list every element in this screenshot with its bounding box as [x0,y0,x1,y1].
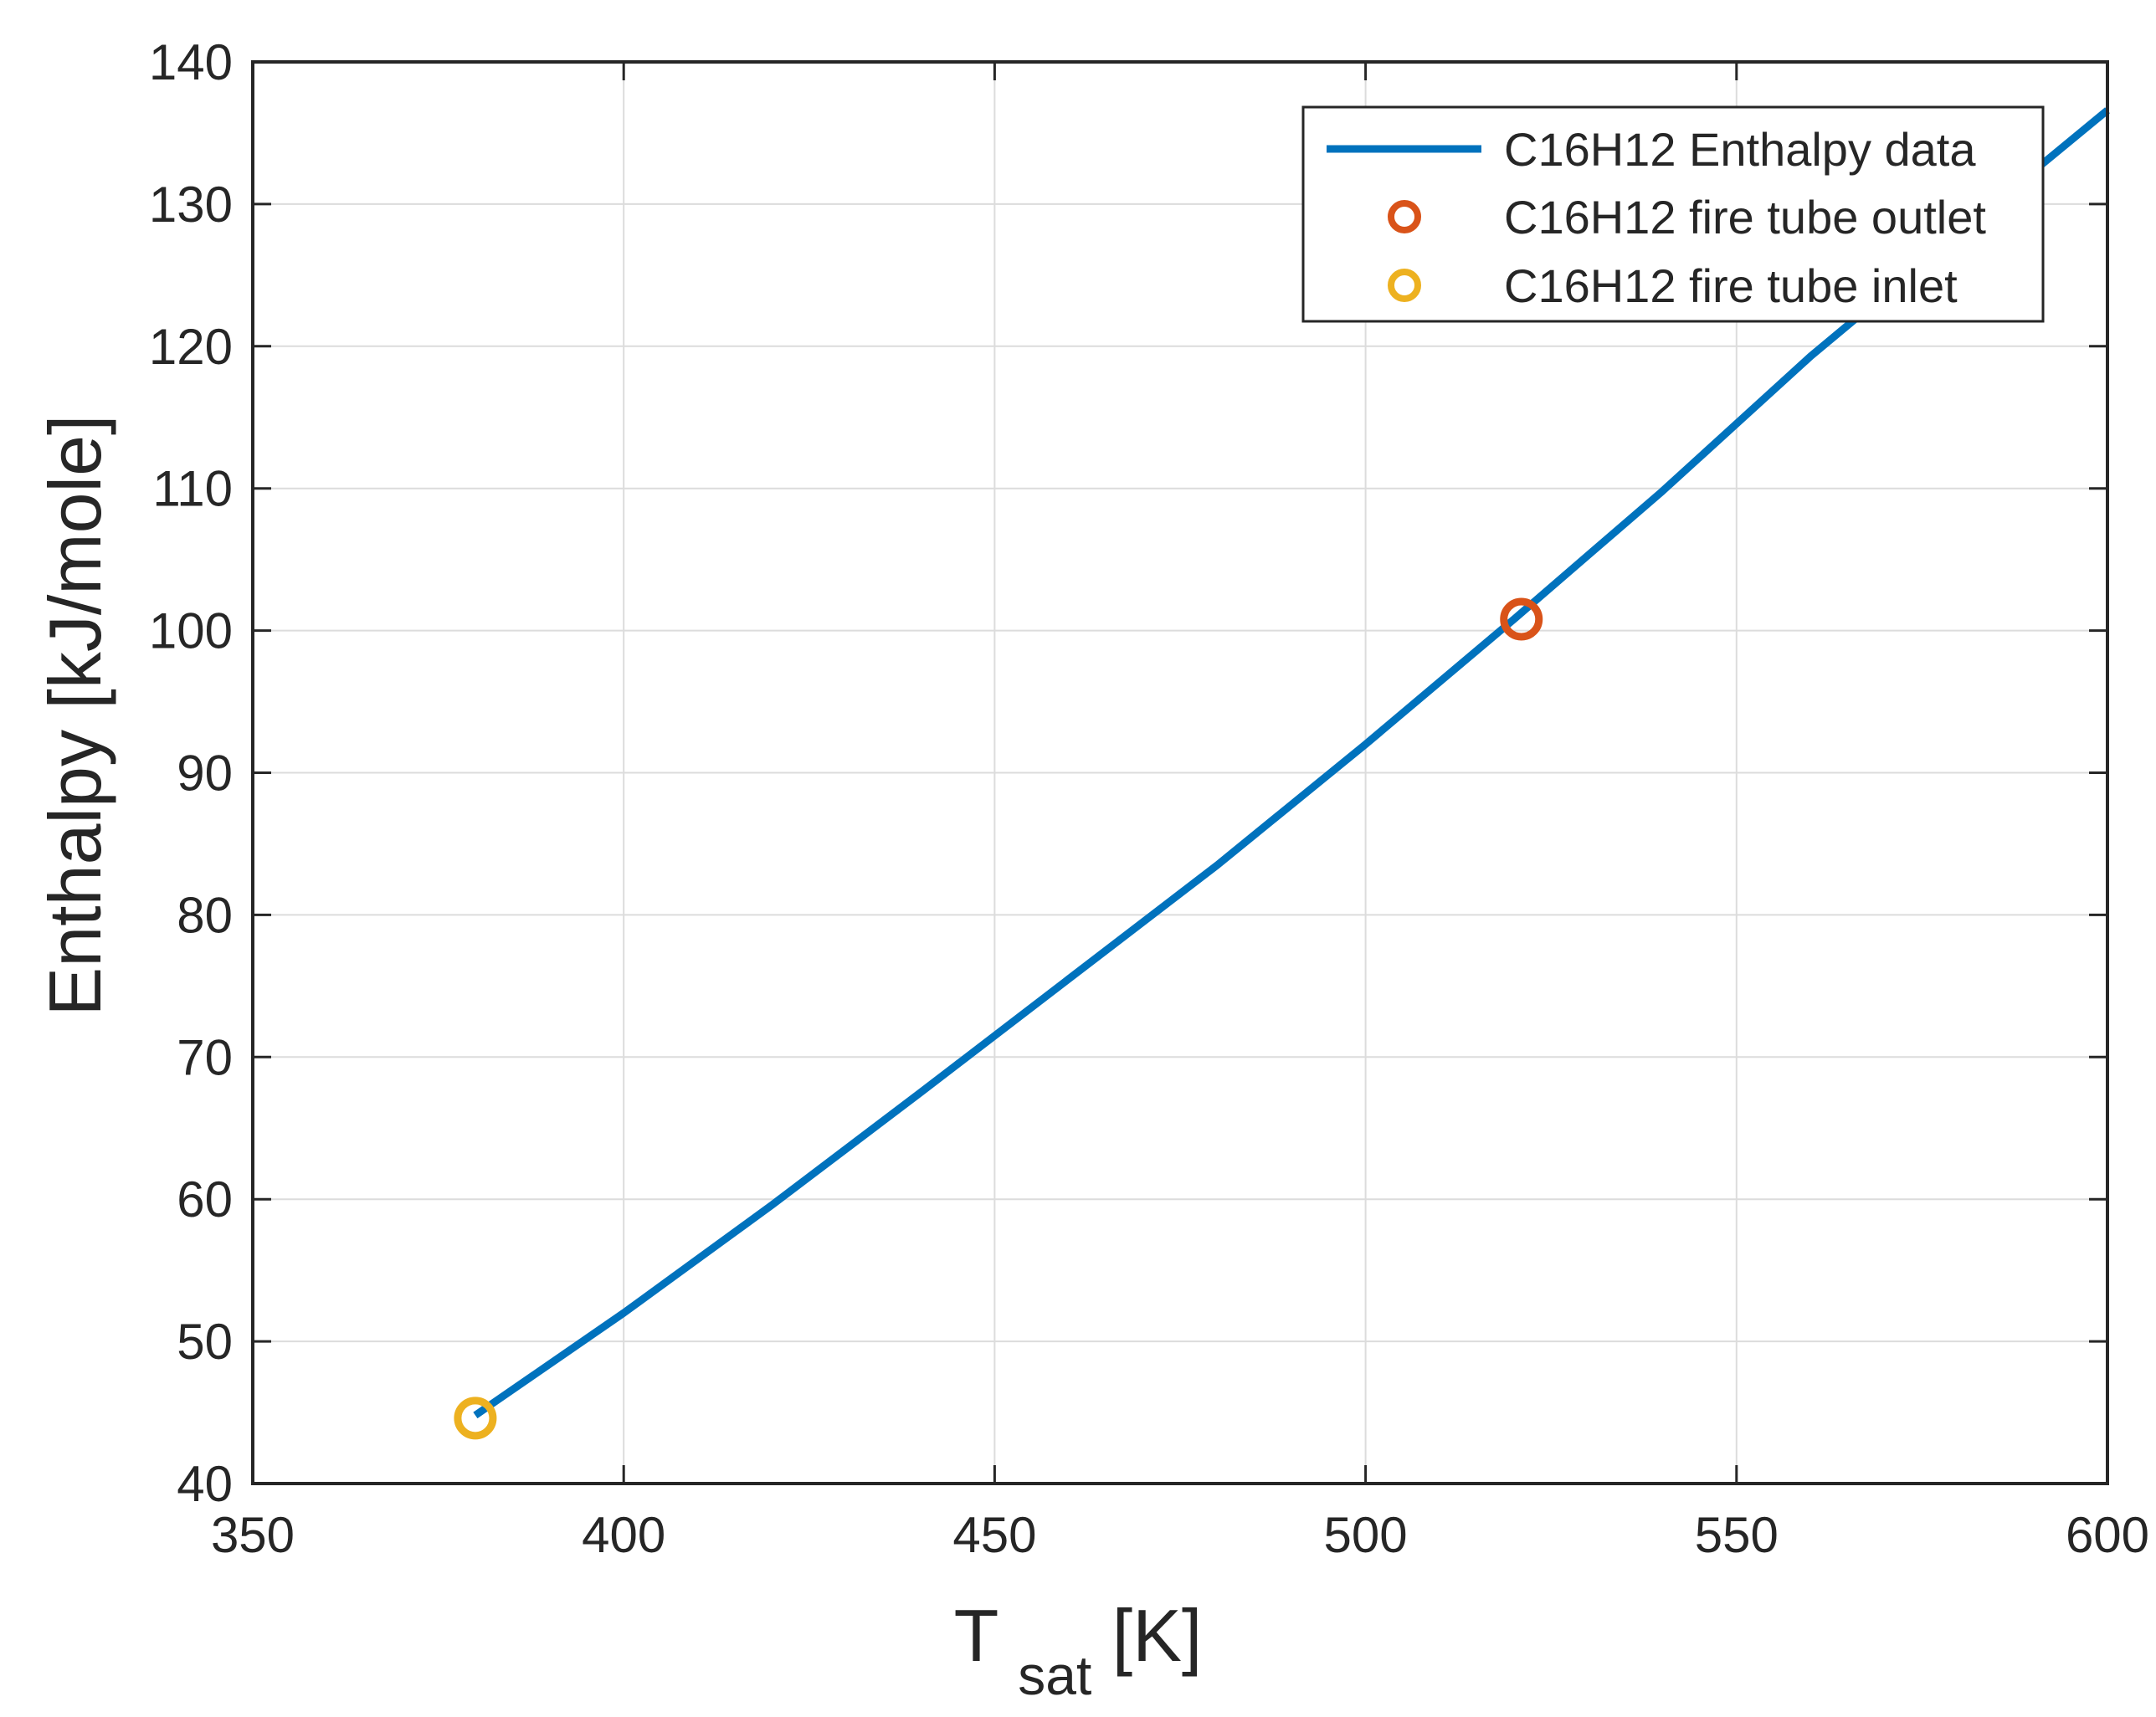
y-tick-label: 130 [149,177,233,233]
enthalpy-data-line [473,107,2110,1419]
y-tick-label: 90 [177,746,233,802]
legend-label-enthalpy: C16H12 Enthalpy data [1504,123,1976,176]
legend-marker-outlet [1388,200,1421,233]
x-tick-label: 400 [582,1507,665,1563]
y-tick-label: 50 [177,1314,233,1370]
x-tick-label: 550 [1695,1507,1779,1563]
y-tick-label: 60 [177,1171,233,1228]
x-axis-label-unit: [K] [1112,1594,1203,1677]
y-tick-label: 100 [149,603,233,659]
fire-tube-inlet-marker [454,1397,497,1440]
y-tick-label: 140 [149,34,233,90]
plot-series [454,107,2110,1440]
grid-lines [252,61,2108,1484]
x-axis-label-main: T [954,1594,998,1677]
legend-marker-inlet [1388,269,1421,302]
x-axis-label: T sat [K] [954,1594,1203,1710]
x-axis-label-subscript: sat [1018,1644,1091,1706]
axis-ticks: 350 400 450 500 550 600 40 50 60 70 80 90 100 110 120 1… [149,34,2149,1563]
fire-tube-outlet-marker [1500,597,1543,641]
y-tick-label: 120 [149,319,233,375]
y-tick-label: 70 [177,1029,233,1085]
legend-label-inlet: C16H12 fire tube inlet [1504,259,1958,312]
x-tick-label: 450 [952,1507,1036,1563]
x-tick-label: 350 [211,1507,295,1563]
legend: C16H12 Enthalpy data C16H12 fire tube ou… [1301,105,2045,323]
legend-label-outlet: C16H12 fire tube outlet [1504,191,1986,243]
y-tick-label: 110 [152,461,233,517]
legend-box [1301,105,2045,323]
x-tick-label: 600 [2066,1507,2149,1563]
x-tick-label: 500 [1324,1507,1408,1563]
y-tick-label: 40 [177,1456,233,1512]
y-axis-label: Enthalpy [kJ/mole] [33,415,116,1017]
y-tick-label: 80 [177,887,233,943]
